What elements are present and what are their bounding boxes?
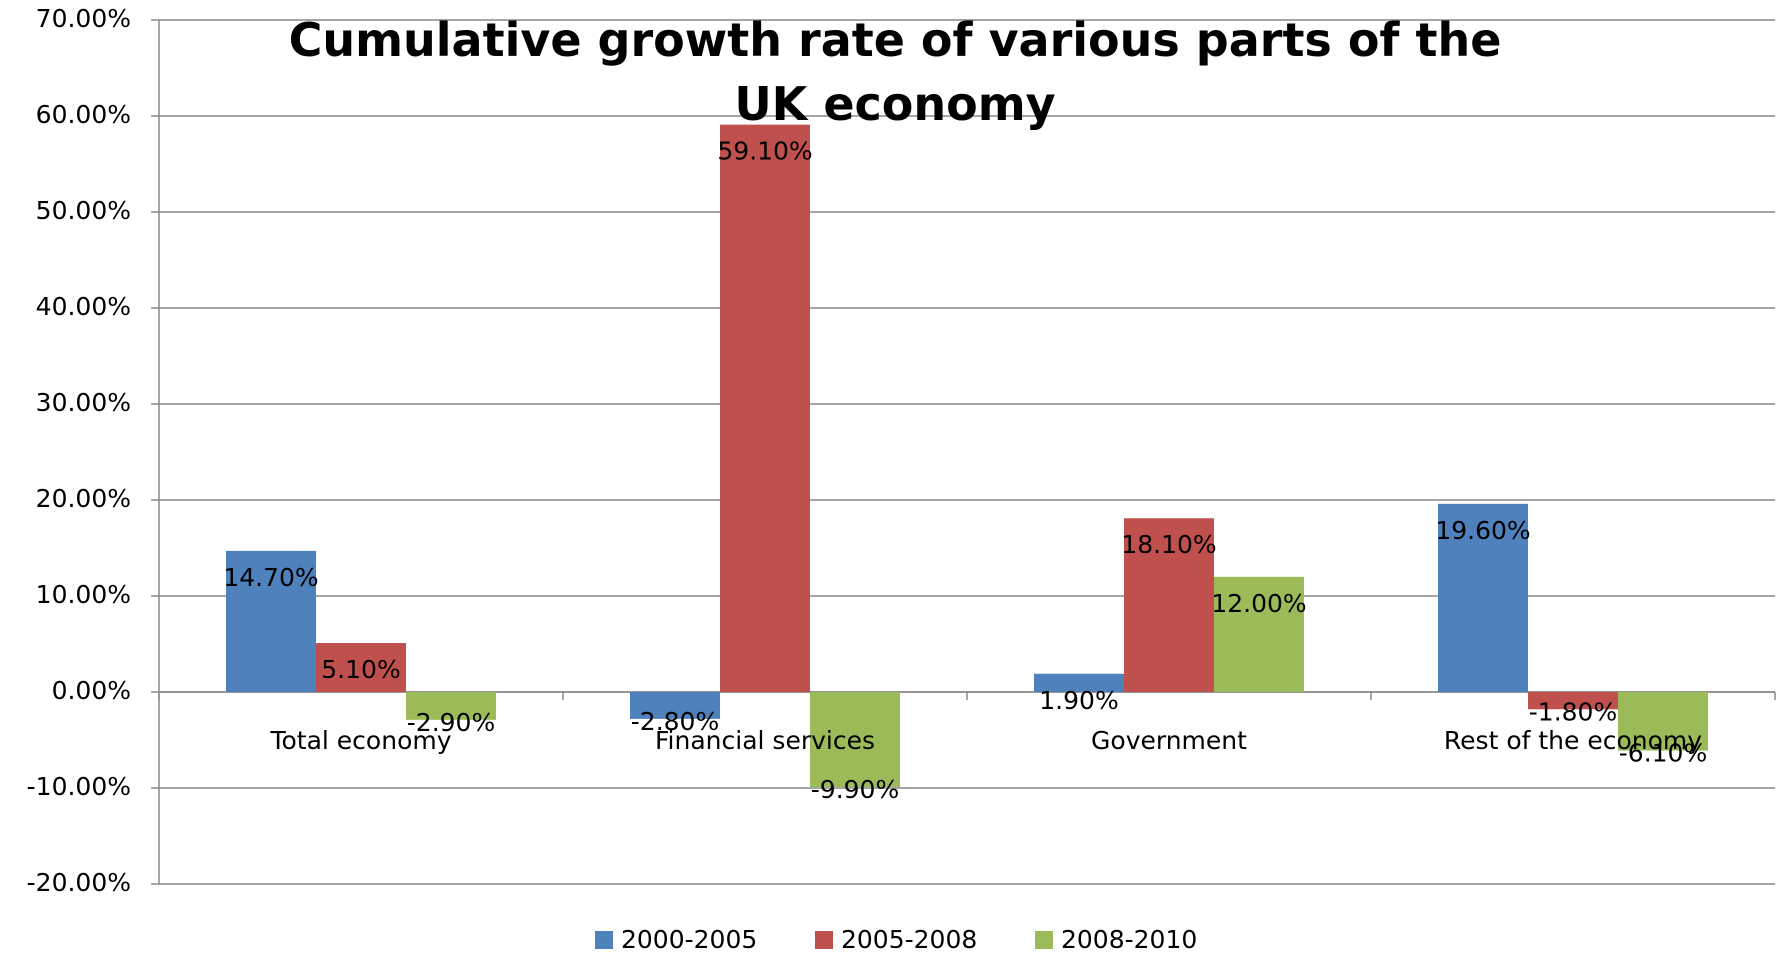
legend-label: 2008-2010 — [1061, 925, 1197, 953]
data-label: 1.90% — [1039, 686, 1118, 715]
y-tick-label: 40.00% — [36, 292, 131, 321]
bar — [810, 692, 900, 788]
y-tick-label: 20.00% — [36, 484, 131, 513]
y-tick-label: -10.00% — [27, 772, 131, 801]
bar — [406, 692, 496, 720]
data-label: 5.10% — [321, 655, 400, 684]
data-label: -6.10% — [1619, 739, 1707, 768]
y-tick-label: 10.00% — [36, 580, 131, 609]
bar — [1618, 692, 1708, 751]
data-label: 14.70% — [223, 563, 318, 592]
legend-swatch — [1035, 931, 1053, 949]
bar — [1438, 503, 1528, 692]
x-tick-label: Government — [1091, 726, 1247, 755]
legend-label: 2005-2008 — [841, 925, 977, 953]
y-tick-label: -20.00% — [27, 868, 131, 897]
y-tick-label: 30.00% — [36, 388, 131, 417]
x-tick-label: Financial services — [655, 726, 875, 755]
data-label: 19.60% — [1435, 516, 1530, 545]
chart-title: Cumulative growth rate of various parts … — [288, 13, 1502, 131]
data-label: 59.10% — [717, 137, 812, 166]
bar — [1124, 518, 1214, 692]
data-label: -1.80% — [1529, 697, 1617, 726]
legend-swatch — [815, 931, 833, 949]
x-tick-label: Total economy — [269, 726, 451, 755]
data-label: -2.80% — [631, 707, 719, 736]
data-label: -2.90% — [407, 708, 495, 737]
y-tick-label: 50.00% — [36, 196, 131, 225]
bar — [226, 550, 316, 692]
y-tick-label: 60.00% — [36, 100, 131, 129]
legend-swatch — [595, 931, 613, 949]
y-tick-label: 0.00% — [52, 676, 131, 705]
bar — [1034, 673, 1124, 692]
x-tick-label: Rest of the economy — [1444, 726, 1702, 755]
bar — [1214, 576, 1304, 692]
bar — [720, 124, 810, 692]
bar — [630, 692, 720, 719]
legend-label: 2000-2005 — [621, 925, 757, 953]
data-label: 12.00% — [1211, 589, 1306, 618]
bar — [316, 643, 406, 692]
y-tick-label: 70.00% — [36, 4, 131, 33]
data-label: -9.90% — [811, 775, 899, 804]
data-label: 18.10% — [1121, 530, 1216, 559]
bar — [1528, 692, 1618, 710]
